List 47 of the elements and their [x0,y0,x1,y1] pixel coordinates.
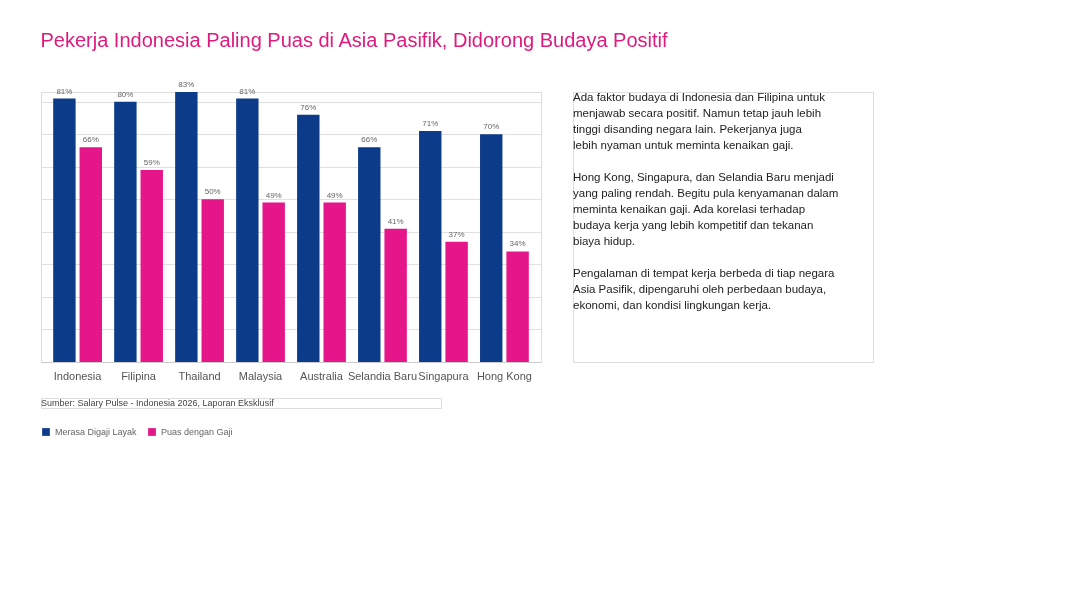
bar [140,170,163,362]
bar [419,131,442,362]
data-label: 71% [422,119,439,129]
data-label: 50% [204,187,221,197]
legend-label: Merasa Digaji Layak [55,427,138,437]
data-label: 34% [509,239,526,249]
text: Sumber: Salary Pulse - Indonesia 2026, Laporan Eksklusif [41,398,275,408]
bar [236,98,259,362]
bar [114,101,137,362]
data-label: 59% [143,158,160,168]
x-tick-label: Hong Kong [476,369,532,382]
bar [79,147,102,362]
chart-title: Pekerja Indonesia Paling Puas di Asia Pasifik, Didorong Budaya Positif [40,28,668,51]
data-label: 37% [448,229,465,239]
text: Pengalaman di tempat kerja berbeda di tiap negara Asia Pasifik, dipengaruhi oleh perbedaan budaya, ekonomi, dan kondisi lingkungan kerja. [573,267,836,311]
data-label: 83% [178,80,195,89]
bar [323,202,346,362]
data-label: 41% [387,216,404,226]
legend-label: Puas dengan Gaji [161,427,233,437]
data-label: 81% [56,86,73,96]
x-tick-label: Australia [300,369,344,382]
data-label: 66% [82,135,99,145]
x-tick-label: Selandia Baru [347,369,418,382]
x-tick-label: Singapura [418,369,470,382]
bar [506,251,529,362]
bar [384,228,407,362]
x-tick-label: Thailand [178,369,221,382]
bar [53,98,76,362]
bar [480,134,503,362]
bar [201,199,224,362]
data-label: 81% [239,86,256,96]
x-tick-label: Indonesia [53,369,103,382]
x-tick-label: Filipina [121,369,157,382]
data-label: 49% [326,190,343,200]
text: Ada faktor budaya di Indonesia dan Filipina untuk menjawab secara positif. Namun tetap jauh lebih tinggi disanding negara lain. Pekerjanya juga lebih nyaman untuk meminta kenaikan gaji. [573,91,826,151]
data-label: 80% [117,89,134,99]
bar [175,92,198,362]
data-label: 66% [361,135,378,145]
bar [445,241,468,362]
bar [297,114,320,362]
x-tick-label: Malaysia [238,369,284,382]
bar [358,147,381,362]
data-label: 49% [265,190,282,200]
data-label: 70% [483,122,500,132]
text: Hong Kong, Singapura, dan Selandia Baru menjadi yang paling rendah. Begitu pula kenyamanan dalam meminta kenaikan gaji. Ada korelasi terhadap budaya kerja yang lebih kompetitif dan tekanan biaya hidup. [573,171,839,247]
data-label: 76% [300,102,317,112]
bar [262,202,285,362]
